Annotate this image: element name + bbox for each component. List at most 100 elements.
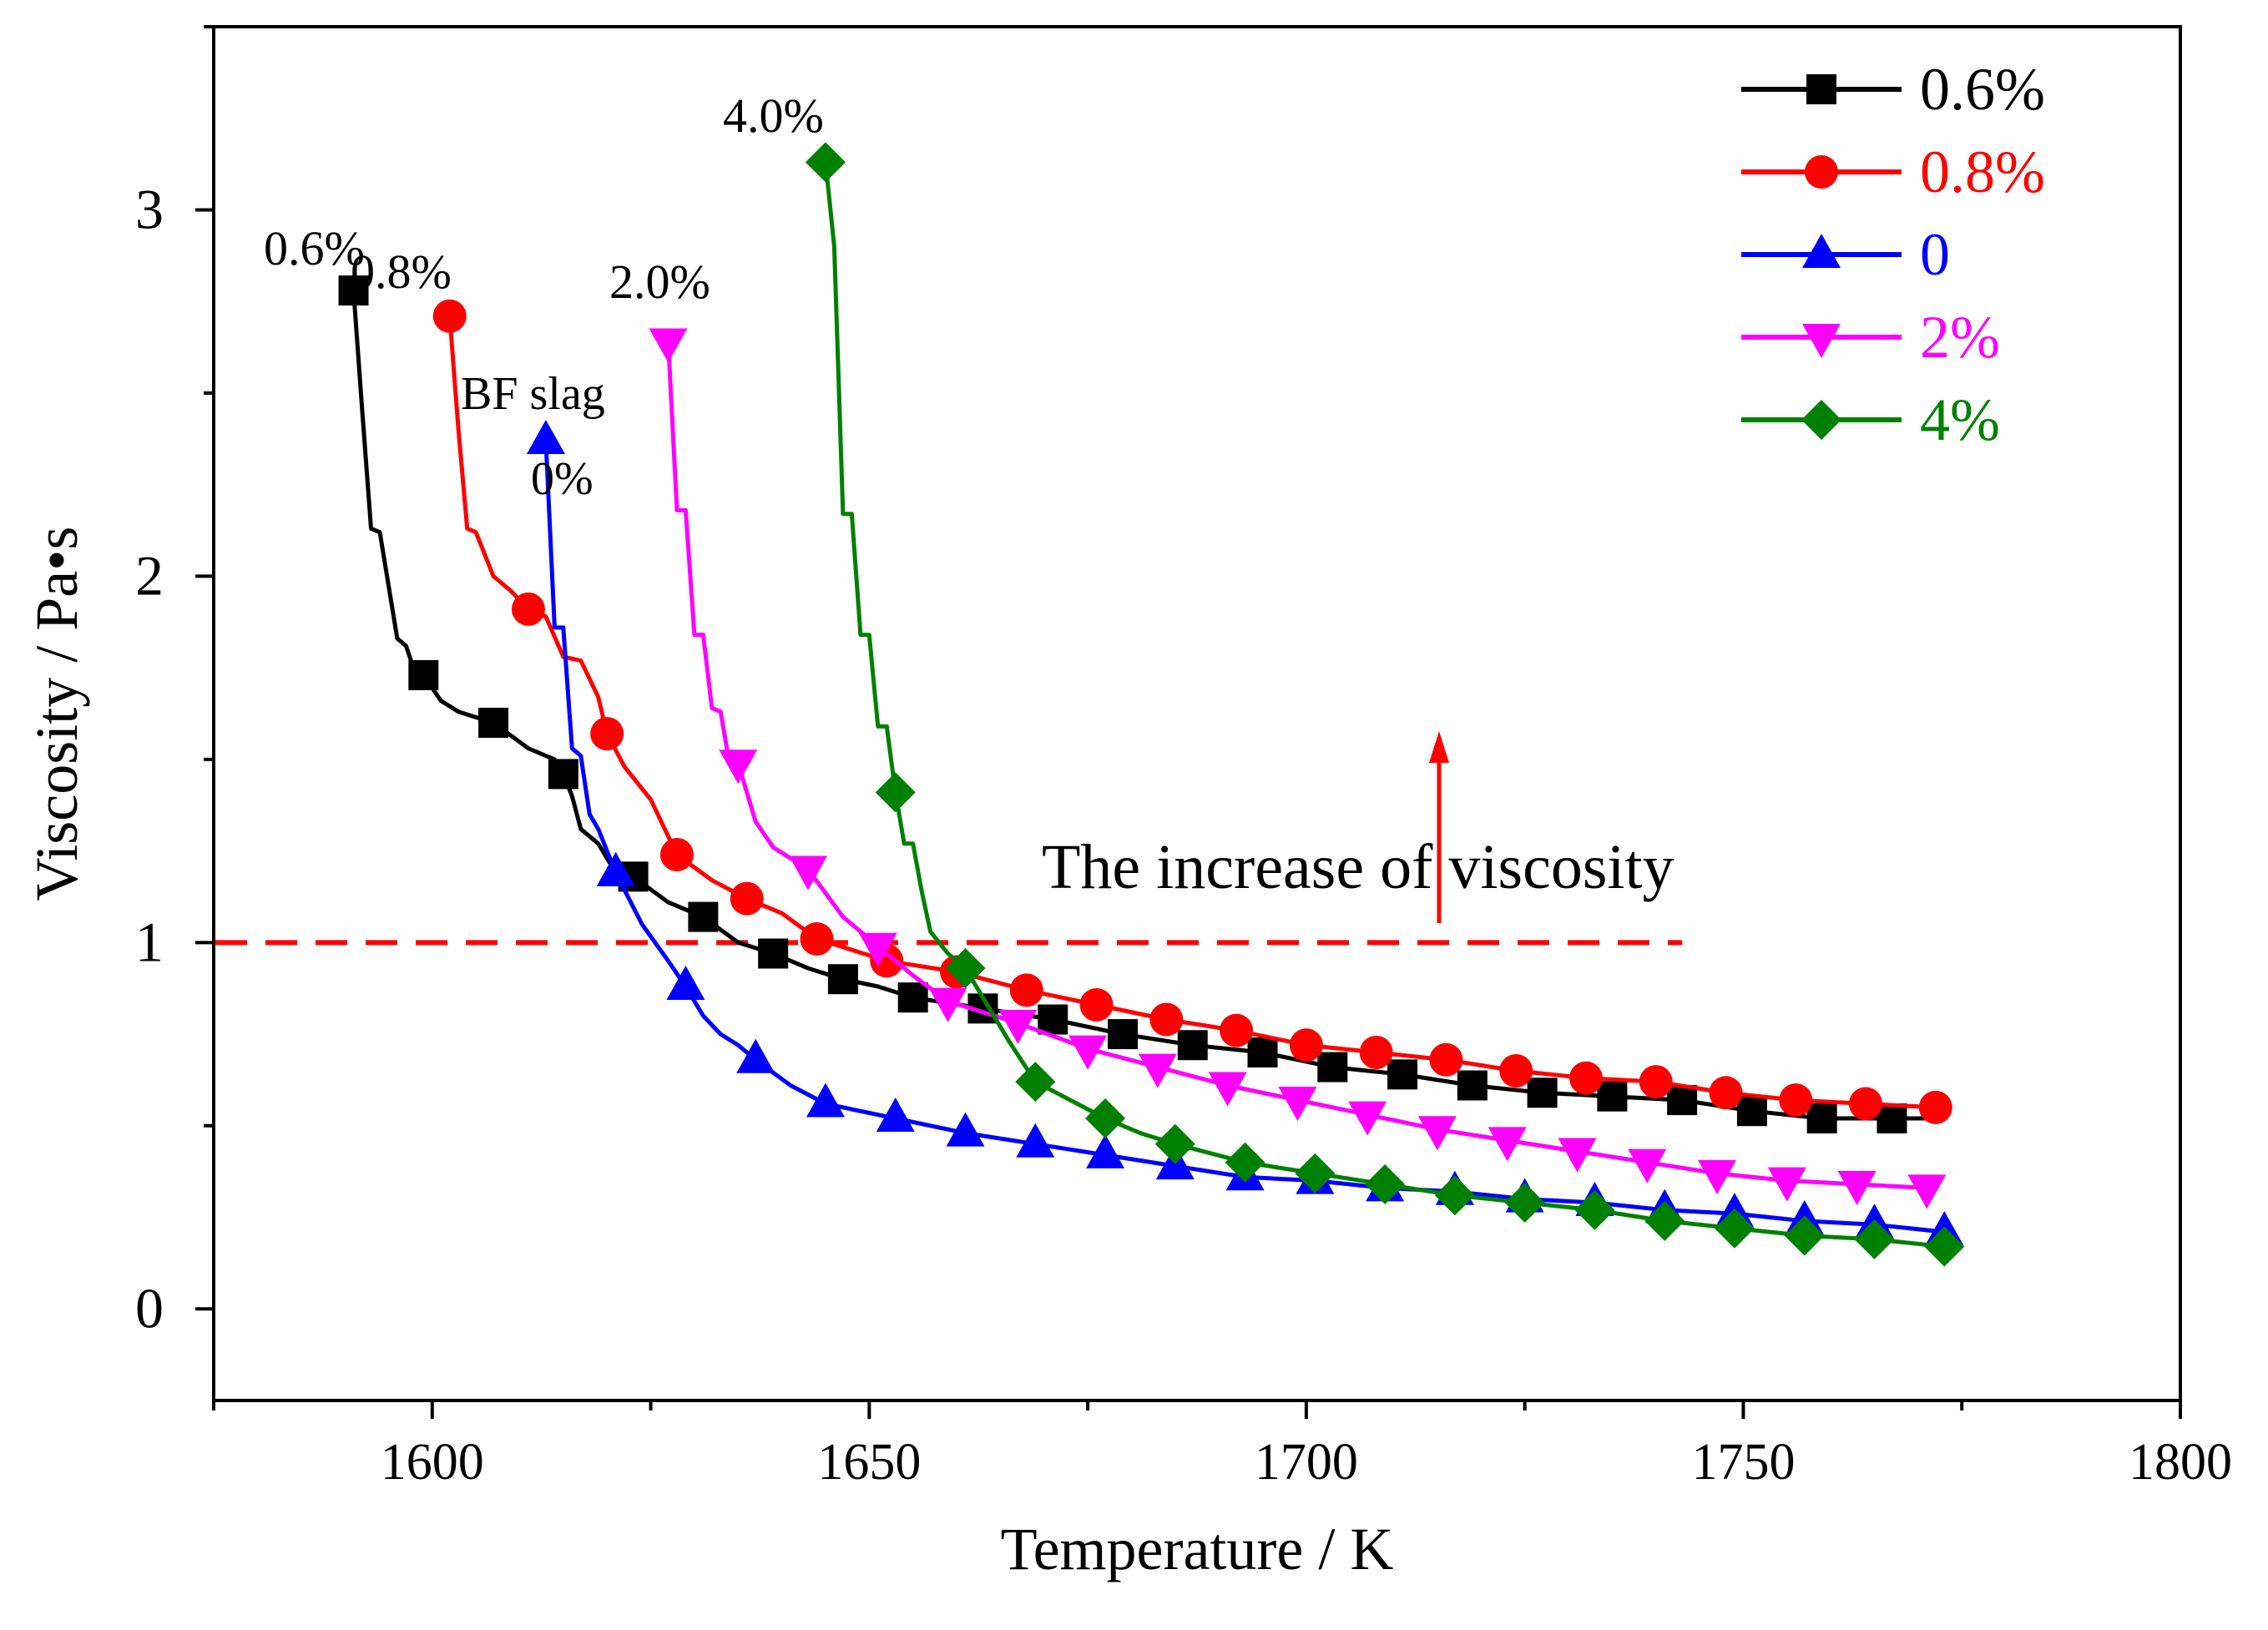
data-point	[1289, 1028, 1323, 1062]
legend-marker	[1801, 400, 1841, 440]
legend-label: 4%	[1920, 386, 2000, 453]
data-point	[1709, 1076, 1743, 1110]
annotation-label: 2.0%	[609, 255, 710, 309]
data-point	[1568, 1061, 1603, 1095]
x-tick-label: 1600	[381, 1434, 484, 1491]
data-point	[1639, 1065, 1673, 1099]
plot-layer	[215, 142, 1965, 1267]
data-point	[1278, 1087, 1317, 1122]
data-point	[1387, 1059, 1418, 1090]
x-tick-label: 1700	[1255, 1434, 1358, 1491]
data-point	[1504, 1182, 1545, 1223]
data-point	[1907, 1174, 1947, 1209]
data-point	[945, 948, 986, 989]
data-point	[649, 328, 688, 363]
x-tick-label: 1650	[817, 1434, 921, 1491]
data-point	[1736, 1096, 1767, 1127]
legend-marker	[1802, 234, 1841, 268]
data-point	[1107, 1019, 1138, 1050]
data-point	[1698, 1159, 1737, 1194]
y-tick-label: 1	[135, 910, 164, 973]
y-tick-label: 3	[135, 177, 164, 240]
data-point	[1527, 1077, 1558, 1108]
legend-item: 2%	[1741, 304, 2000, 371]
annotation-label: 0.6%	[264, 221, 365, 275]
data-point	[946, 1112, 985, 1147]
data-point	[876, 1098, 915, 1133]
data-point	[1849, 1087, 1883, 1121]
data-point	[827, 964, 858, 995]
data-point	[408, 659, 439, 690]
data-point	[1009, 973, 1043, 1007]
legend-label: 2%	[1920, 304, 2000, 371]
data-point	[1854, 1219, 1895, 1259]
increase-arrow-head	[1429, 731, 1449, 763]
data-point	[1359, 1036, 1393, 1070]
data-point	[1068, 1035, 1108, 1070]
annotation-label: The increase of viscosity	[1042, 832, 1674, 902]
data-point	[1628, 1148, 1667, 1183]
data-point	[858, 932, 897, 967]
y-axis-label: Viscosity / Pa•s	[23, 527, 90, 901]
data-point	[511, 592, 545, 626]
data-point	[1779, 1083, 1813, 1118]
legend-item: 0	[1741, 221, 1950, 288]
plot-frame	[212, 25, 2182, 1402]
data-point	[805, 142, 846, 183]
data-point	[548, 759, 578, 790]
data-point	[806, 1082, 845, 1118]
series-1	[338, 275, 1945, 1134]
data-point	[1086, 1133, 1125, 1168]
series-4	[649, 328, 1947, 1209]
data-point	[1154, 1123, 1195, 1164]
legend-marker	[1805, 155, 1838, 189]
data-point	[338, 275, 369, 306]
legend-item: 0.8%	[1741, 139, 2045, 205]
data-point	[1016, 1123, 1055, 1158]
annotation-label: BF slag	[461, 368, 605, 420]
series-line	[823, 162, 1945, 1249]
data-point	[1085, 1098, 1126, 1139]
data-point	[1317, 1052, 1348, 1082]
data-point	[1488, 1127, 1527, 1162]
data-point	[1877, 1103, 1907, 1134]
data-point	[1457, 1070, 1488, 1101]
data-point	[478, 707, 509, 738]
data-point	[789, 855, 828, 891]
data-point	[1208, 1072, 1247, 1107]
data-point	[1597, 1081, 1628, 1112]
legend-marker	[1806, 74, 1836, 104]
data-point	[875, 772, 916, 813]
data-point	[1295, 1153, 1336, 1193]
y-tick-label: 2	[135, 543, 164, 607]
axis-layer: 1600 1650 1700 1750 1800 0 1 2 3	[135, 25, 2232, 1491]
data-point	[1247, 1037, 1278, 1068]
annotation-label: 0%	[531, 453, 594, 505]
data-point	[897, 982, 928, 1013]
legend-label: 0.8%	[1920, 139, 2045, 205]
data-point	[1714, 1208, 1755, 1249]
data-point	[590, 717, 624, 751]
data-point	[1177, 1030, 1208, 1061]
annotation-label: 4.0%	[723, 88, 824, 143]
data-point	[1806, 1103, 1837, 1134]
annotation-label: 0.8%	[351, 245, 452, 299]
data-point	[1767, 1167, 1806, 1202]
data-point	[659, 837, 694, 871]
x-tick-label: 1750	[1691, 1434, 1795, 1491]
data-point	[1644, 1200, 1685, 1241]
data-point	[1220, 1013, 1254, 1047]
y-tick-label: 0	[135, 1276, 164, 1340]
legend-label: 0	[1920, 221, 1950, 288]
legend-marker	[1802, 324, 1841, 358]
data-point	[1429, 1042, 1463, 1077]
data-point	[758, 938, 789, 969]
data-point	[1138, 1053, 1177, 1088]
data-point	[1149, 1002, 1184, 1037]
legend: 0.6% 0.8% 0 2% 4%	[1741, 56, 2045, 453]
data-point	[432, 299, 467, 333]
data-point	[526, 419, 565, 454]
legend-item: 0.6%	[1741, 56, 2045, 123]
legend-label: 0.6%	[1920, 56, 2045, 123]
